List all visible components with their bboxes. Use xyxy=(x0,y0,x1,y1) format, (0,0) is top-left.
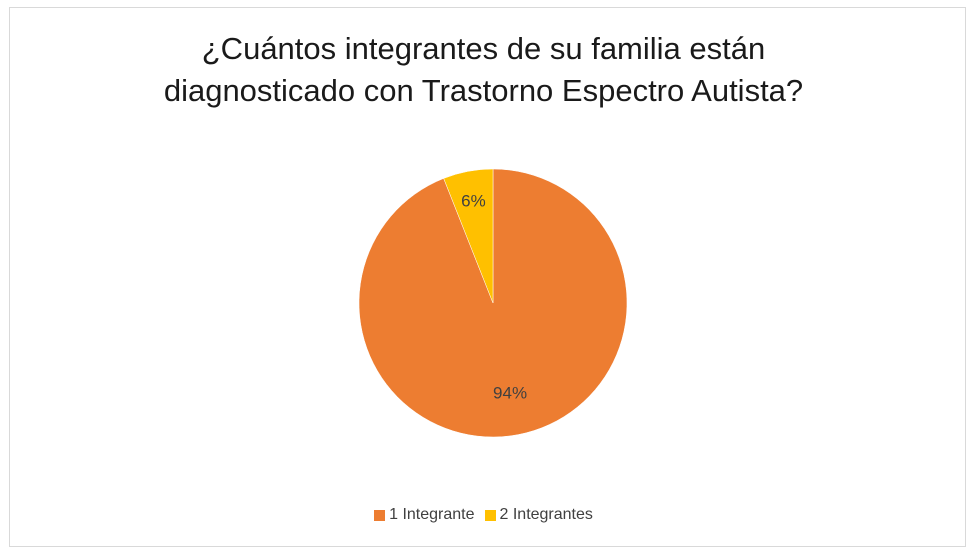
chart-title: ¿Cuántos integrantes de su familia están… xyxy=(0,28,967,112)
legend-item-2-integrantes: 2 Integrantes xyxy=(484,506,593,524)
data-label-1-integrante: 94% xyxy=(493,384,527,403)
chart-legend: 1 Integrante 2 Integrantes xyxy=(0,506,967,524)
pie-slice-2-integrantes xyxy=(443,168,494,304)
legend-swatch-2-integrantes xyxy=(484,509,496,521)
legend-label-1-integrante: 1 Integrante xyxy=(389,506,475,523)
data-label-2-integrantes: 6% xyxy=(461,191,486,210)
legend-swatch-1-integrante xyxy=(374,509,386,521)
legend-label-2-integrantes: 2 Integrantes xyxy=(499,506,593,523)
legend-item-1-integrante: 1 Integrante xyxy=(374,506,475,524)
chart-title-line-1: ¿Cuántos integrantes de su familia están xyxy=(201,31,766,66)
chart-title-line-2: diagnosticado con Trastorno Espectro Aut… xyxy=(163,73,804,108)
